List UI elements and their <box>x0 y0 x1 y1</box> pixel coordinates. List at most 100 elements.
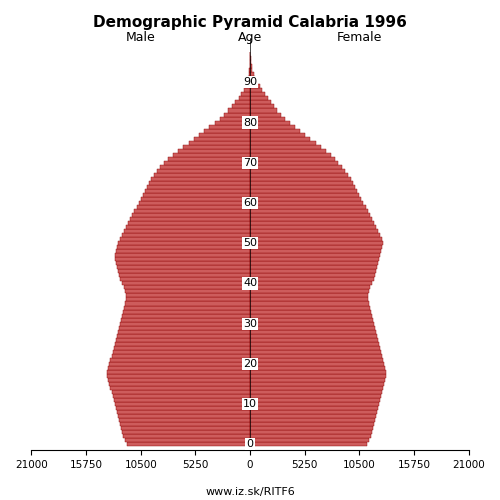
Bar <box>250 402 379 406</box>
Bar <box>250 233 380 237</box>
Bar <box>250 438 368 442</box>
Bar <box>122 282 250 286</box>
Bar <box>250 181 353 185</box>
Bar <box>250 116 286 120</box>
Bar <box>116 245 250 249</box>
Bar <box>116 266 250 270</box>
Bar <box>108 374 250 378</box>
Bar <box>247 80 250 84</box>
Bar <box>173 152 250 156</box>
Bar <box>250 286 370 290</box>
Bar <box>250 366 386 370</box>
Bar <box>250 245 382 249</box>
Text: 40: 40 <box>243 278 257 288</box>
Bar <box>250 80 258 84</box>
Bar <box>250 253 380 258</box>
Text: 70: 70 <box>243 158 257 168</box>
Bar <box>250 108 277 112</box>
Bar <box>250 342 379 345</box>
Bar <box>250 354 382 358</box>
Bar <box>250 241 384 245</box>
Bar <box>121 426 250 430</box>
Text: 80: 80 <box>243 118 257 128</box>
Bar <box>110 358 250 362</box>
Bar <box>108 378 250 382</box>
Bar <box>134 209 250 213</box>
Bar <box>250 185 355 189</box>
Bar <box>250 334 377 338</box>
Bar <box>114 253 250 258</box>
Bar <box>250 189 357 193</box>
Bar <box>250 217 372 221</box>
Bar <box>232 104 250 108</box>
Bar <box>110 386 250 390</box>
Bar <box>250 278 374 281</box>
Bar <box>120 278 250 281</box>
Bar <box>250 322 374 326</box>
Bar <box>112 350 250 354</box>
Bar <box>250 112 281 116</box>
Bar <box>114 342 250 345</box>
Bar <box>250 318 373 322</box>
Bar <box>204 128 250 132</box>
Bar <box>112 394 250 398</box>
Bar <box>250 258 379 262</box>
Bar <box>116 262 250 266</box>
Bar <box>250 124 295 128</box>
Bar <box>250 410 377 414</box>
Bar <box>250 161 338 165</box>
Bar <box>220 116 250 120</box>
Bar <box>120 422 250 426</box>
Bar <box>250 144 321 148</box>
Bar <box>194 136 250 140</box>
Bar <box>250 306 370 310</box>
Text: 10: 10 <box>243 399 257 409</box>
Text: 60: 60 <box>243 198 257 208</box>
Bar <box>250 92 265 96</box>
Bar <box>214 120 250 124</box>
Bar <box>121 318 250 322</box>
Bar <box>114 258 250 262</box>
Bar <box>250 136 310 140</box>
Bar <box>250 156 336 161</box>
Bar <box>250 64 252 68</box>
Bar <box>250 350 381 354</box>
Bar <box>123 310 250 314</box>
Text: Female: Female <box>336 31 382 44</box>
Bar <box>250 374 386 378</box>
Bar <box>250 406 378 410</box>
Bar <box>149 181 250 185</box>
Bar <box>250 225 376 229</box>
Bar <box>250 358 384 362</box>
Bar <box>250 326 375 330</box>
Bar <box>250 76 256 80</box>
Title: Demographic Pyramid Calabria 1996: Demographic Pyramid Calabria 1996 <box>93 15 407 30</box>
Bar <box>110 382 250 386</box>
Bar <box>188 140 250 144</box>
Bar <box>250 274 375 278</box>
Bar <box>168 156 250 161</box>
Bar <box>119 326 250 330</box>
Bar <box>249 72 250 76</box>
Bar <box>164 161 250 165</box>
Bar <box>250 152 331 156</box>
Bar <box>238 96 250 100</box>
Bar <box>250 330 376 334</box>
Bar <box>118 330 250 334</box>
Bar <box>178 148 250 152</box>
Bar <box>154 173 250 177</box>
Bar <box>116 338 250 342</box>
Bar <box>250 84 260 88</box>
Bar <box>250 237 382 241</box>
Bar <box>250 418 375 422</box>
Bar <box>250 128 300 132</box>
Bar <box>250 434 371 438</box>
Bar <box>250 68 252 72</box>
Bar <box>250 193 360 197</box>
Bar <box>123 434 250 438</box>
Bar <box>250 398 380 402</box>
Bar <box>250 430 372 434</box>
Bar <box>250 132 305 136</box>
Bar <box>250 140 316 144</box>
Bar <box>128 221 250 225</box>
